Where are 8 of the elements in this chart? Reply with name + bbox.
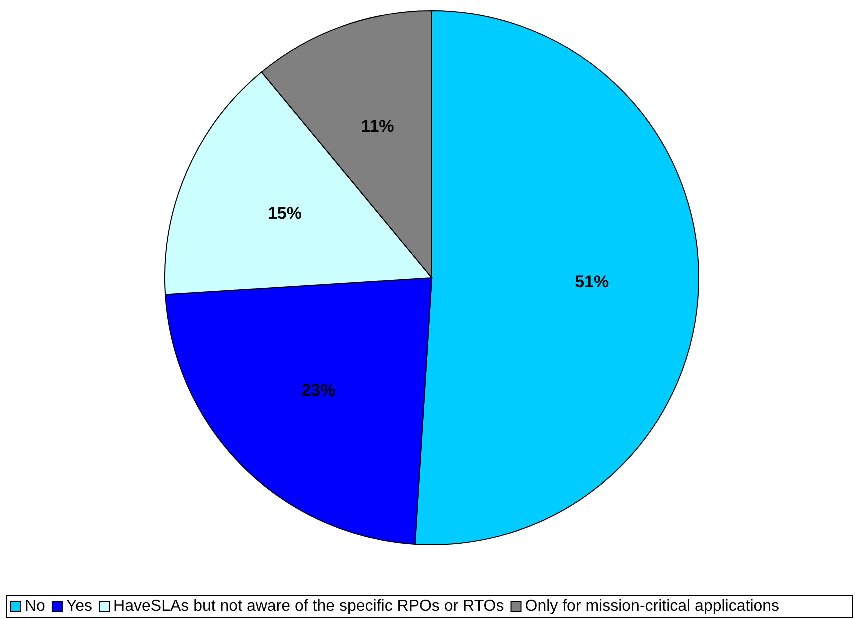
data-label: 51% bbox=[575, 272, 610, 292]
data-label: 15% bbox=[268, 204, 302, 223]
legend-label: Only for mission-critical applications bbox=[525, 598, 780, 616]
data-label: 23% bbox=[302, 380, 336, 400]
legend-label: No bbox=[25, 598, 46, 616]
legend-label: HaveSLAs but not aware of the specific RPOs or RTOs bbox=[114, 598, 504, 616]
data-label: 11% bbox=[361, 116, 394, 136]
legend-label: Yes bbox=[66, 598, 93, 616]
